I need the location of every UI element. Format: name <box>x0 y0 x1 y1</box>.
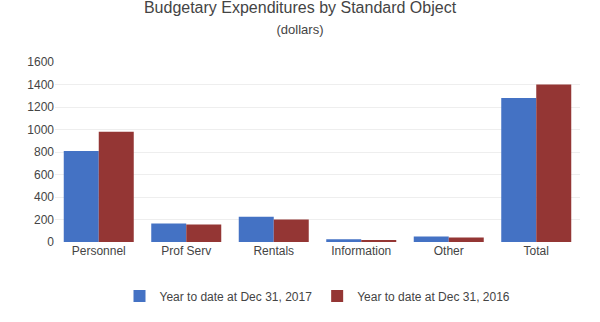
svg-text:Rentals: Rentals <box>253 244 294 258</box>
svg-text:Year to date at Dec 31, 2017: Year to date at Dec 31, 2017 <box>160 290 313 304</box>
svg-text:1400: 1400 <box>27 78 54 92</box>
svg-text:Budgetary Expenditures by Stan: Budgetary Expenditures by Standard Objec… <box>144 0 457 37</box>
svg-text:400: 400 <box>34 190 54 204</box>
svg-text:Information: Information <box>331 244 391 258</box>
svg-text:0: 0 <box>47 235 54 249</box>
svg-text:Other: Other <box>434 244 464 258</box>
svg-text:Personnel: Personnel <box>72 244 126 258</box>
svg-text:600: 600 <box>34 168 54 182</box>
svg-text:1000: 1000 <box>27 123 54 137</box>
svg-text:Total: Total <box>524 244 549 258</box>
svg-text:800: 800 <box>34 145 54 159</box>
svg-text:1200: 1200 <box>27 100 54 114</box>
svg-text:Prof Serv: Prof Serv <box>161 244 211 258</box>
svg-text:200: 200 <box>34 213 54 227</box>
svg-text:1600: 1600 <box>27 55 54 69</box>
svg-text:Year to date at Dec 31, 2016: Year to date at Dec 31, 2016 <box>357 290 510 304</box>
